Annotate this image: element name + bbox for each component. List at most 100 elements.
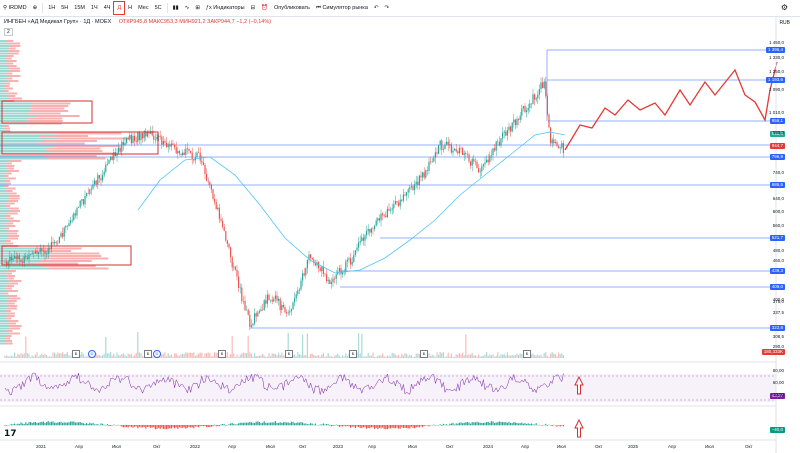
event-marker[interactable]: Б (144, 350, 152, 358)
rsi-line (398, 382, 401, 385)
macd-bar (178, 425, 180, 428)
volume-bar (494, 356, 496, 358)
volume-bar (458, 353, 460, 358)
indicators-button[interactable]: ƒx Индикаторы (205, 5, 245, 11)
profile-bar (6, 302, 15, 305)
compare-icon[interactable]: ⊞ (195, 5, 200, 11)
redo-icon[interactable]: ↷ (384, 5, 390, 11)
macd-bar (255, 421, 257, 426)
undo-icon[interactable]: ↶ (373, 5, 379, 11)
rsi-line (223, 386, 227, 389)
rsi-line (14, 386, 17, 389)
volume-bar (186, 352, 188, 358)
rsi-line (283, 380, 286, 391)
profile-bar (9, 45, 21, 47)
macd-bar (47, 421, 49, 426)
candle (246, 309, 248, 311)
volume-bar (127, 353, 129, 358)
templates-icon[interactable]: ⊟ (250, 5, 256, 11)
event-marker[interactable]: D (153, 350, 161, 358)
candle (418, 175, 420, 186)
rsi-line (270, 386, 273, 389)
volume-bar (274, 353, 276, 358)
settings-icon[interactable]: ⚙ (780, 3, 788, 12)
y-tick-label: 375,0 (772, 299, 784, 304)
candle (441, 140, 443, 150)
rsi-pane (0, 372, 776, 402)
profile-bar (6, 285, 15, 287)
interval-month[interactable]: Мес (138, 5, 149, 11)
rsi-line (75, 374, 78, 379)
rsi-line (422, 376, 425, 381)
profile-bar (0, 280, 10, 282)
candles-icon[interactable]: ▮▮ (172, 5, 179, 11)
macd-bar (482, 422, 484, 426)
volume-bar (118, 355, 120, 358)
volume-bar (303, 355, 305, 358)
collapsed-indicators[interactable]: 2 (4, 28, 13, 36)
macd-bar (326, 423, 328, 426)
volume-bar (262, 354, 264, 358)
simulator-button[interactable]: ⏮ Симулятор рынка (315, 4, 368, 12)
profile-bar (0, 135, 40, 137)
candle (206, 173, 208, 181)
event-marker[interactable]: Б (349, 350, 357, 358)
symbol-search[interactable]: ⚲ IRDMD (3, 5, 27, 11)
candle (313, 259, 315, 264)
rsi-line (25, 377, 28, 381)
profile-bar (5, 287, 12, 290)
profile-bar (0, 242, 6, 245)
rsi-line (404, 392, 407, 395)
profile-bar (0, 202, 7, 205)
interval-15m[interactable]: 15M (74, 5, 85, 11)
rsi-line (419, 377, 422, 385)
profile-bar (0, 95, 7, 97)
interval-1h[interactable]: 1H (48, 5, 56, 11)
candle (97, 175, 99, 185)
add-symbol-icon[interactable]: ⊕ (32, 5, 38, 11)
interval-1ch[interactable]: 1Ч (90, 5, 98, 11)
macd-bar (534, 424, 536, 426)
candle (41, 247, 43, 252)
candle (70, 220, 72, 224)
rsi-line (428, 376, 431, 380)
alert-icon[interactable]: ⏰ (261, 5, 268, 11)
volume-bar (58, 353, 60, 358)
event-marker[interactable]: Б (285, 350, 293, 358)
macd-bar (276, 422, 278, 426)
interval-5c[interactable]: 5С (154, 5, 162, 11)
candle (234, 266, 236, 270)
event-marker[interactable]: Б (420, 350, 428, 358)
volume-bar (345, 353, 347, 358)
volume-bar (41, 353, 43, 358)
macd-bar (169, 425, 171, 429)
publish-button[interactable]: Опубликовать (274, 5, 310, 11)
rsi-line (372, 386, 375, 390)
tradingview-logo[interactable]: 17 (4, 429, 17, 439)
macd-bar (422, 425, 424, 428)
candle (102, 175, 104, 181)
rsi-line (492, 390, 495, 393)
event-marker[interactable]: Б (218, 350, 226, 358)
interval-week[interactable]: Н (128, 5, 133, 11)
profile-bar (0, 132, 55, 135)
interval-5h[interactable]: 5H (61, 5, 69, 11)
macd-bar (158, 425, 160, 428)
candle (370, 228, 372, 233)
macd-bar (263, 421, 265, 426)
rsi-line (131, 386, 134, 388)
interval-day[interactable]: Д (113, 1, 126, 15)
profile-bar (0, 177, 8, 180)
y-tick-label: 308,5 (772, 334, 784, 339)
event-marker[interactable]: Б (72, 350, 80, 358)
profile-bar (8, 290, 18, 292)
event-marker[interactable]: D (88, 350, 96, 358)
rsi-line (420, 377, 423, 381)
event-marker[interactable]: Б (523, 350, 531, 358)
candle (455, 148, 457, 152)
line-icon[interactable]: ∿ (184, 5, 190, 11)
rsi-line (395, 379, 398, 387)
interval-4ch[interactable]: 4Ч (103, 5, 111, 11)
volume-bar (444, 356, 446, 358)
